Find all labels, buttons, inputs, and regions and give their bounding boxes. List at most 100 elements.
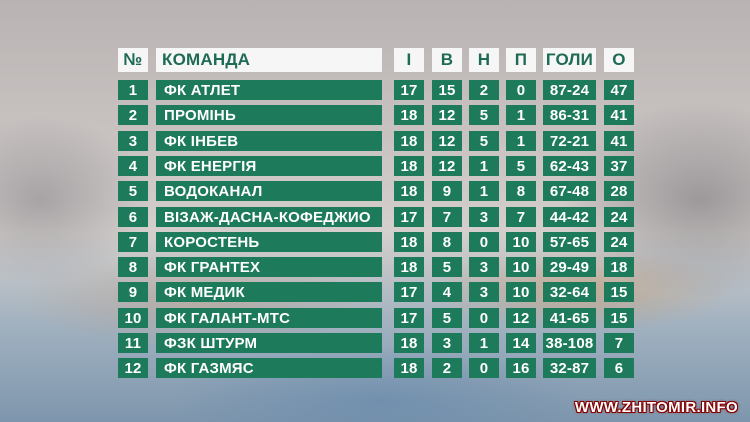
cell-text: 3 [479,258,489,276]
table-cell-wins: 12 [432,105,462,125]
cell-text: 16 [512,359,530,377]
table-cell-points: 6 [604,358,634,378]
cell-text: ФК ГАЛАНТ-МТС [164,309,291,327]
cell-text: 17 [400,208,418,226]
cell-text: 41-65 [549,309,590,327]
cell-text: 87-24 [549,81,590,99]
cell-text: 6 [128,208,138,226]
table-cell-losses: 7 [506,207,536,227]
cell-text: ФК ЕНЕРГІЯ [164,157,257,175]
header-draws: Н [469,48,499,72]
table-cell-points: 47 [604,80,634,100]
cell-text: 8 [128,258,138,276]
table-cell-num: 5 [118,181,148,201]
cell-text: 15 [438,81,456,99]
cell-text: 5 [442,309,452,327]
table-cell-draws: 3 [469,257,499,277]
cell-text: 10 [512,233,530,251]
table-cell-draws: 3 [469,207,499,227]
table-cell-played: 18 [394,156,424,176]
table-cell-draws: 2 [469,80,499,100]
table-cell-losses: 1 [506,131,536,151]
table-cell-played: 18 [394,358,424,378]
cell-text: 5 [479,106,489,124]
cell-text: 0 [479,359,489,377]
cell-text: 7 [442,208,452,226]
table-cell-wins: 8 [432,232,462,252]
cell-text: 24 [610,208,628,226]
cell-text: 18 [400,182,418,200]
cell-text: 18 [400,157,418,175]
table-cell-wins: 9 [432,181,462,201]
cell-text: ВОДОКАНАЛ [164,182,263,200]
cell-text: ФЗК ШТУРМ [164,334,258,352]
cell-text: 15 [610,283,628,301]
cell-text: 4 [442,283,452,301]
table-cell-num: 9 [118,282,148,302]
table-cell-played: 18 [394,257,424,277]
table-cell-wins: 7 [432,207,462,227]
cell-text: 11 [124,334,142,352]
cell-text: 10 [512,258,530,276]
table-cell-points: 41 [604,105,634,125]
cell-text: 0 [479,309,489,327]
table-cell-team: ПРОМІНЬ [156,105,382,125]
table-cell-num: 8 [118,257,148,277]
cell-text: 28 [610,182,628,200]
cell-text: 7 [614,334,624,352]
table-cell-team: ВОДОКАНАЛ [156,181,382,201]
cell-text: 0 [479,233,489,251]
table-cell-draws: 0 [469,308,499,328]
table-cell-wins: 15 [432,80,462,100]
table-cell-points: 24 [604,232,634,252]
cell-text: 67-48 [549,182,590,200]
cell-text: ФК ІНБЕВ [164,132,239,150]
cell-text: 14 [512,334,530,352]
cell-text: 57-65 [549,233,590,251]
table-cell-goals: 67-48 [543,181,596,201]
cell-text: 3 [128,132,138,150]
table-cell-num: 7 [118,232,148,252]
table-cell-wins: 5 [432,308,462,328]
table-cell-losses: 0 [506,80,536,100]
table-cell-points: 15 [604,282,634,302]
table-cell-played: 18 [394,131,424,151]
table-cell-losses: 5 [506,156,536,176]
table-cell-wins: 5 [432,257,462,277]
table-cell-draws: 5 [469,131,499,151]
cell-text: 41 [610,132,628,150]
table-cell-team: ФК ЕНЕРГІЯ [156,156,382,176]
cell-text: 1 [516,106,526,124]
table-cell-points: 41 [604,131,634,151]
cell-text: 12 [512,309,530,327]
table-cell-team: ФК АТЛЕТ [156,80,382,100]
cell-text: 1 [479,182,489,200]
table-cell-goals: 38-108 [543,333,596,353]
cell-text: 12 [124,359,142,377]
cell-text: ПРОМІНЬ [164,106,236,124]
table-cell-wins: 4 [432,282,462,302]
cell-text: 1 [479,157,489,175]
cell-text: 15 [610,309,628,327]
table-cell-played: 17 [394,282,424,302]
table-cell-team: ФК ІНБЕВ [156,131,382,151]
cell-text: 8 [442,233,452,251]
table-cell-draws: 1 [469,333,499,353]
cell-text: 38-108 [545,334,594,352]
cell-text: 17 [400,283,418,301]
table-cell-wins: 12 [432,156,462,176]
table-cell-num: 6 [118,207,148,227]
cell-text: 24 [610,233,628,251]
cell-text: 3 [442,334,452,352]
cell-text: 10 [124,309,142,327]
cell-text: 3 [479,208,489,226]
table-cell-goals: 86-31 [543,105,596,125]
table-cell-goals: 29-49 [543,257,596,277]
cell-text: 41 [610,106,628,124]
table-cell-team: ВІЗАЖ-ДАСНА-КОФЕДЖИО [156,207,382,227]
table-cell-losses: 8 [506,181,536,201]
cell-text: 29-49 [549,258,590,276]
site-watermark: WWW.ZHITOMIR.INFO [574,399,738,416]
cell-text: 18 [400,334,418,352]
cell-text: 44-42 [549,208,590,226]
